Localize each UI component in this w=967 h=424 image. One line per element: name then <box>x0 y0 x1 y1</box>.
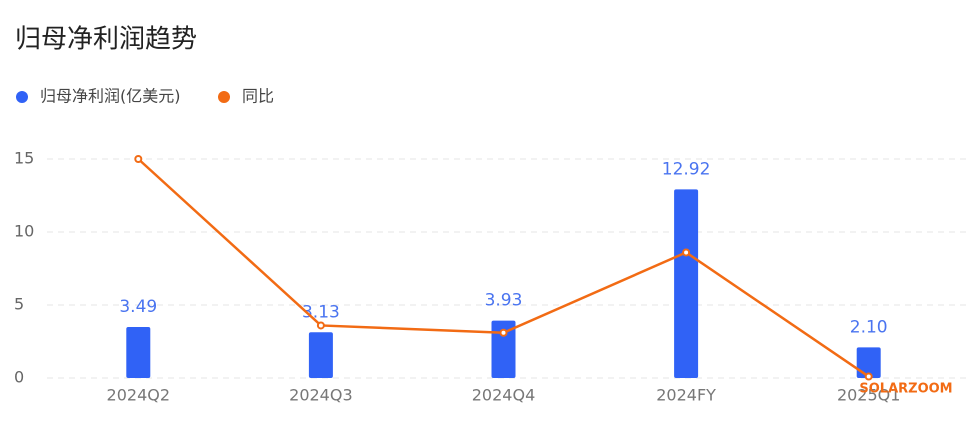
data-label: 3.93 <box>485 291 523 311</box>
data-label: 12.92 <box>662 159 711 179</box>
legend-marker <box>16 91 28 103</box>
line-point <box>316 321 325 330</box>
bar <box>491 320 516 378</box>
y-tick-label: 5 <box>14 295 24 314</box>
data-label: 3.49 <box>119 297 157 317</box>
x-tick-label: 2025Q1 <box>837 386 901 405</box>
x-tick-label: 2024Q4 <box>472 386 536 405</box>
bar <box>308 332 333 378</box>
y-tick-label: 10 <box>14 222 34 241</box>
line-point <box>134 155 143 163</box>
bar <box>126 327 151 378</box>
x-tick-label: 2024Q2 <box>107 386 171 405</box>
line-point <box>864 372 873 381</box>
y-tick-label: 0 <box>14 368 24 387</box>
chart-title: 归母净利润趋势 <box>15 25 197 55</box>
x-tick-label: 2024Q3 <box>289 386 353 405</box>
bar <box>856 347 881 378</box>
bar <box>674 189 699 378</box>
watermark: SOLARZOOM <box>859 382 952 397</box>
legend-label: 同比 <box>242 87 274 106</box>
y-tick-label: 15 <box>14 149 34 168</box>
x-tick-label: 2024FY <box>656 386 716 405</box>
legend-marker <box>218 91 230 103</box>
line-point <box>499 328 508 337</box>
data-label: 2.10 <box>850 317 888 337</box>
line-point <box>682 248 691 257</box>
legend-label: 归母净利润(亿美元) <box>40 87 181 106</box>
